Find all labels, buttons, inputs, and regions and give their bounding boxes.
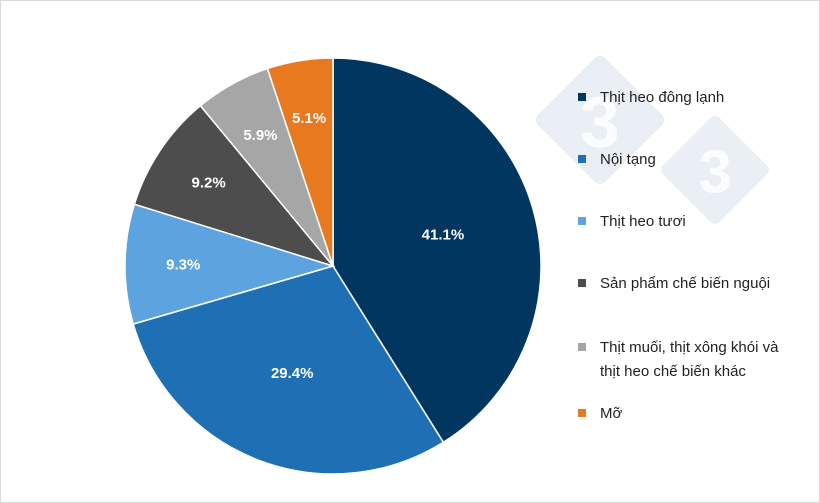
slice-data-label: 5.9%	[243, 127, 277, 144]
legend-swatch	[578, 155, 586, 163]
pie-slice	[124, 203, 336, 325]
legend-label-line: Sản phẩm chế biến nguội	[600, 275, 771, 292]
legend-item: Sản phẩm chế biến nguội	[578, 272, 770, 296]
watermark-diamond: 3	[661, 116, 769, 224]
slice-data-label: 9.2%	[192, 175, 226, 192]
slice-data-label: 29.4%	[271, 365, 314, 382]
legend-item: Nội tạng	[578, 148, 656, 172]
legend-swatch	[578, 279, 586, 287]
legend-label: Thịt muối, thịt xông khói và thịt heo chế…	[600, 336, 778, 384]
legend-label-line: Thịt heo tươi	[600, 213, 686, 230]
pie-slice	[132, 265, 445, 475]
legend-label: Nội tạng	[600, 148, 656, 172]
legend-label: Sản phẩm chế biến nguội	[600, 272, 770, 296]
svg-text:3: 3	[580, 83, 620, 163]
legend-label-line: Nội tạng	[600, 151, 656, 168]
pie-slices	[124, 57, 542, 475]
pie-slice	[332, 57, 542, 444]
legend-swatch	[578, 93, 586, 101]
legend-label: Mỡ	[600, 402, 622, 426]
slice-labels: 41.1% 29.4% 9.3% 9.2% 5.9% 5.1%	[166, 110, 464, 382]
legend-item: Thịt heo tươi	[578, 210, 686, 234]
svg-text:3: 3	[698, 138, 731, 205]
legend-label-line: Mỡ	[600, 405, 623, 422]
legend-label-line: thịt heo chế biến khác	[600, 363, 746, 380]
legend-swatch	[578, 409, 586, 417]
slice-data-label: 9.3%	[166, 257, 200, 274]
legend-item: Mỡ	[578, 402, 622, 426]
watermark-diamond: 3	[535, 55, 665, 185]
pie-slice	[266, 57, 334, 267]
legend-item: Thịt heo đông lạnh	[578, 86, 724, 110]
pie-slice	[133, 104, 336, 268]
slice-data-label: 41.1%	[422, 226, 465, 243]
slice-data-label: 5.1%	[292, 110, 326, 127]
legend-label-line: Thịt muối, thịt xông khói và	[600, 339, 779, 356]
legend-label: Thịt heo tươi	[600, 210, 686, 234]
legend-label: Thịt heo đông lạnh	[600, 86, 724, 110]
legend-label-line: Thịt heo đông lạnh	[600, 89, 725, 106]
legend-item: Thịt muối, thịt xông khói và thịt heo chế…	[578, 336, 778, 384]
legend-swatch	[578, 343, 586, 351]
legend-swatch	[578, 217, 586, 225]
